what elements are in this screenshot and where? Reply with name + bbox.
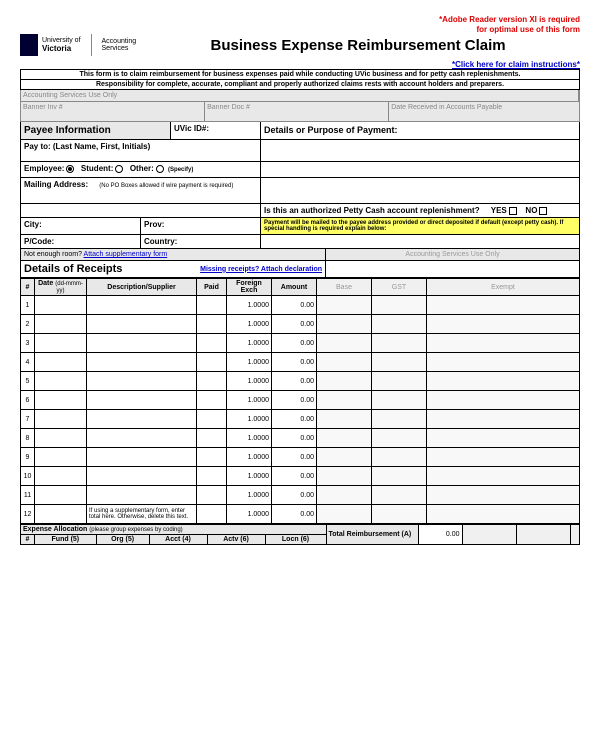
receipt-row[interactable]: 31.00000.00 [21,334,580,353]
receipt-row[interactable]: 61.00000.00 [21,391,580,410]
purpose-header: Details or Purpose of Payment: [261,122,579,139]
supplementary-link-row: Not enough room? Attach supplementary fo… [21,249,326,260]
city-field[interactable]: City: [21,218,141,234]
receipt-row[interactable]: 51.00000.00 [21,372,580,391]
other-radio[interactable] [156,165,164,173]
payto-field[interactable]: Pay to: (Last Name, First, Initials) [21,140,261,161]
banner-doc-field[interactable]: Banner Doc # [205,102,389,121]
allocation-table: Expense Allocation (please group expense… [20,524,580,545]
mailing-field[interactable]: Mailing Address: (No PO Boxes allowed if… [21,178,261,203]
receipt-row[interactable]: 21.00000.00 [21,315,580,334]
uvic-id-label[interactable]: UVic ID#: [171,122,261,139]
receipt-row[interactable]: 71.00000.00 [21,410,580,429]
payment-handling-note: Payment will be mailed to the payee addr… [261,218,579,234]
missing-receipts-link[interactable]: Missing receipts? Attach declaration [200,266,322,273]
shield-icon [20,34,38,56]
receipt-row[interactable]: 12If using a supplementary form, enter t… [21,505,580,524]
pcode-field[interactable]: P/Code: [21,235,141,248]
receipts-table: # Date (dd-mmm-yy) Description/Supplier … [20,278,580,524]
petty-cash-question: Is this an authorized Petty Cash account… [261,204,579,217]
employee-type-row[interactable]: Employee: Student: Other: (Specify) [21,162,261,177]
receipt-row[interactable]: 91.00000.00 [21,448,580,467]
purpose-field[interactable] [261,140,579,161]
receipt-row[interactable]: 81.00000.00 [21,429,580,448]
receipt-row[interactable]: 101.00000.00 [21,467,580,486]
student-radio[interactable] [115,165,123,173]
asu-label: Accounting Services Use Only [21,90,579,101]
country-field[interactable]: Country: [141,235,261,248]
logo-block: University ofVictoria AccountingServices [20,34,136,56]
attach-supplementary-link[interactable]: Attach supplementary form [84,251,168,258]
yes-checkbox[interactable] [509,207,517,215]
banner-inv-field[interactable]: Banner Inv # [21,102,205,121]
employee-radio[interactable] [66,165,74,173]
adobe-notice: *Adobe Reader version XI is requiredfor … [20,15,580,34]
total-reimb-label: Total Reimbursement (A) [326,525,418,545]
form-purpose-note: This form is to claim reimbursement for … [20,69,580,80]
receipts-header: Details of Receipts [24,263,122,275]
total-reimb-value: 0.00 [418,525,462,545]
receipt-row[interactable]: 111.00000.00 [21,486,580,505]
receipt-row[interactable]: 11.00000.00 [21,296,580,315]
receipt-row[interactable]: 41.00000.00 [21,353,580,372]
form-title: Business Expense Reimbursement Claim [136,37,580,54]
asu-only-2: Accounting Services Use Only [326,249,579,260]
special-handling-field[interactable] [261,235,579,248]
no-checkbox[interactable] [539,207,547,215]
instructions-link[interactable]: *Click here for claim instructions* [20,60,580,69]
date-received-field[interactable]: Date Received in Accounts Payable [389,102,579,121]
payee-header: Payee Information [21,122,171,139]
responsibility-note: Responsibility for complete, accurate, c… [20,80,580,90]
prov-field[interactable]: Prov: [141,218,261,234]
